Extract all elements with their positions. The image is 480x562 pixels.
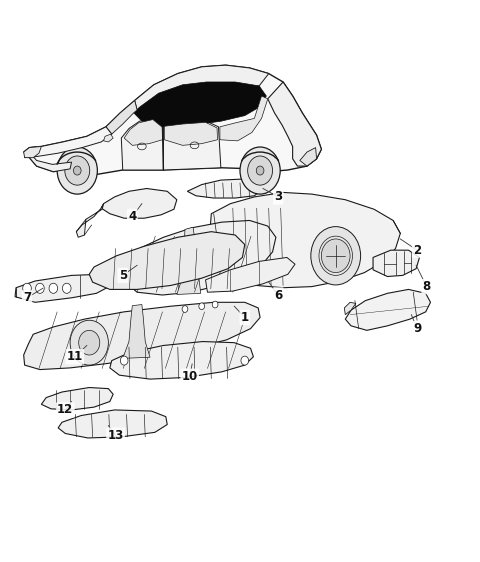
Polygon shape xyxy=(205,257,295,292)
Text: 9: 9 xyxy=(413,322,421,335)
Text: 12: 12 xyxy=(57,404,73,416)
Polygon shape xyxy=(104,134,113,142)
Polygon shape xyxy=(15,274,110,302)
Text: 4: 4 xyxy=(128,210,136,223)
Polygon shape xyxy=(163,121,221,170)
Circle shape xyxy=(57,147,97,194)
Polygon shape xyxy=(29,153,72,171)
Polygon shape xyxy=(344,302,356,315)
Polygon shape xyxy=(134,82,266,127)
Text: 6: 6 xyxy=(274,288,282,302)
Polygon shape xyxy=(41,388,113,410)
Text: 13: 13 xyxy=(108,429,124,442)
Polygon shape xyxy=(124,220,276,295)
Polygon shape xyxy=(24,147,41,158)
Polygon shape xyxy=(187,179,262,198)
Polygon shape xyxy=(89,232,245,289)
Circle shape xyxy=(212,301,218,308)
Circle shape xyxy=(248,156,273,185)
Text: 1: 1 xyxy=(241,311,249,324)
Text: 11: 11 xyxy=(67,350,83,363)
Circle shape xyxy=(62,283,71,293)
Polygon shape xyxy=(209,192,400,288)
Circle shape xyxy=(322,239,350,273)
Circle shape xyxy=(199,303,204,310)
Text: 3: 3 xyxy=(274,191,282,203)
Circle shape xyxy=(36,283,44,293)
Polygon shape xyxy=(24,127,112,158)
Text: 10: 10 xyxy=(181,370,198,383)
Circle shape xyxy=(73,166,81,175)
Text: 5: 5 xyxy=(119,269,127,282)
Polygon shape xyxy=(164,123,217,146)
Circle shape xyxy=(120,356,128,365)
Polygon shape xyxy=(345,289,431,330)
Circle shape xyxy=(23,283,31,293)
Text: 2: 2 xyxy=(413,244,421,257)
Polygon shape xyxy=(300,148,317,166)
Polygon shape xyxy=(106,101,137,134)
Circle shape xyxy=(241,356,249,365)
Polygon shape xyxy=(177,227,201,294)
Circle shape xyxy=(240,147,280,194)
Polygon shape xyxy=(101,188,177,218)
Polygon shape xyxy=(76,203,104,237)
Polygon shape xyxy=(268,82,322,166)
Circle shape xyxy=(79,330,100,355)
Text: 7: 7 xyxy=(23,291,31,304)
Polygon shape xyxy=(24,65,322,174)
Polygon shape xyxy=(373,250,420,277)
Polygon shape xyxy=(220,96,268,141)
Circle shape xyxy=(49,283,58,293)
Polygon shape xyxy=(121,119,163,170)
Circle shape xyxy=(70,320,108,365)
Polygon shape xyxy=(124,120,162,146)
Circle shape xyxy=(311,226,360,285)
Polygon shape xyxy=(135,65,269,110)
Polygon shape xyxy=(58,410,167,438)
Circle shape xyxy=(65,156,90,185)
Text: 8: 8 xyxy=(422,280,431,293)
Circle shape xyxy=(256,166,264,175)
Polygon shape xyxy=(24,302,260,370)
Circle shape xyxy=(182,306,188,312)
Polygon shape xyxy=(110,342,253,379)
Polygon shape xyxy=(123,305,150,359)
